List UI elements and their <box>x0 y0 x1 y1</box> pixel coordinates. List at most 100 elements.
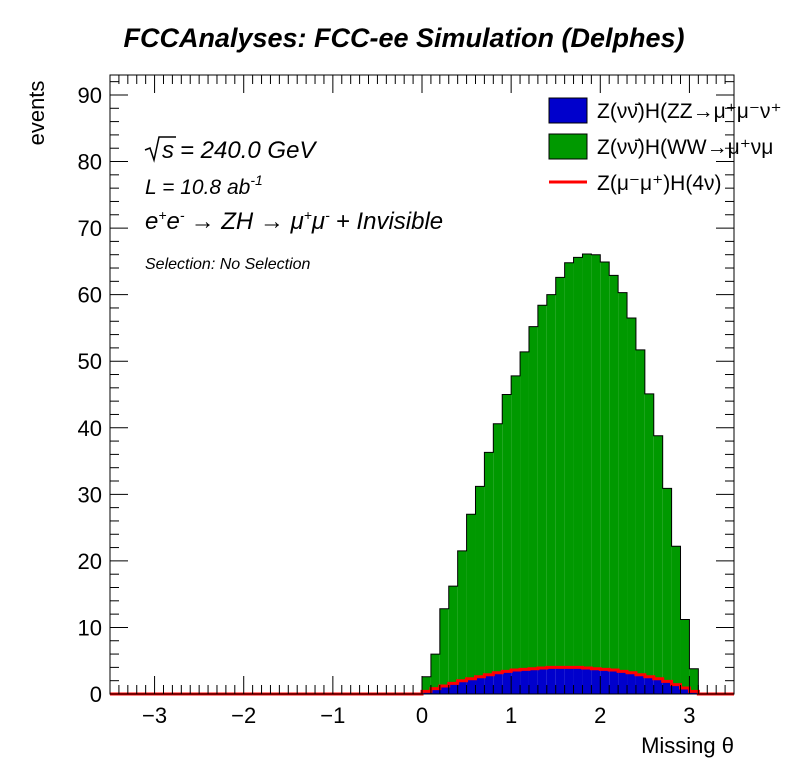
y-tick-label: 10 <box>78 615 102 640</box>
bar-ww-bin <box>600 262 610 670</box>
bar-zz-bin <box>555 667 565 694</box>
energy-label: = 240.0 GeV <box>180 137 317 164</box>
bar-ww-bin <box>591 254 601 669</box>
legend-label-signal: Z(μ⁻μ⁺)H(4ν) <box>597 172 722 195</box>
bar-zz-bin <box>591 668 601 694</box>
annotation-block: s = 240.0 GeV L = 10.8 ab-1 e+e- → ZH → μ… <box>144 136 443 273</box>
lumi-exponent: -1 <box>250 172 262 188</box>
process-mu-minus: μ <box>311 208 325 235</box>
legend: Z(νν̄)H(ZZ→μ⁺μ⁻ν⁺ Z(νν̄)H(WW→μ⁺νμ Z(μ⁻μ⁺… <box>548 97 782 195</box>
y-tick-label: 0 <box>90 682 102 707</box>
bar-zz-bin <box>680 688 690 694</box>
y-tick-label: 80 <box>78 150 102 175</box>
series-line-signal <box>110 665 734 696</box>
bar-zz-bin <box>609 670 619 694</box>
y-tick-label: 60 <box>78 283 102 308</box>
bar-zz-bin <box>502 671 512 694</box>
bar-zz-bin <box>662 681 672 694</box>
bar-ww-bin <box>475 486 485 677</box>
sqrt-s-symbol: s <box>162 137 174 164</box>
bar-zz-bin <box>671 684 681 694</box>
legend-swatch-ww <box>548 133 588 160</box>
process-e-plus: e <box>145 208 158 235</box>
bar-ww-bin <box>689 668 699 692</box>
bar-ww-bin <box>555 277 565 668</box>
bar-ww-bin <box>635 349 645 675</box>
y-axis-label: events <box>24 81 49 146</box>
process-zh: → ZH → μ <box>191 208 304 235</box>
y-tick-label: 50 <box>78 349 102 374</box>
process-label: e+e- → ZH → μ+μ- + Invisible <box>145 207 443 235</box>
bar-zz-bin <box>466 678 476 694</box>
bar-ww-bin <box>537 305 547 669</box>
sqrt-sign <box>144 136 176 163</box>
x-tick-label: −3 <box>142 703 167 728</box>
bar-ww-bin <box>662 488 672 682</box>
bar-ww-bin <box>520 351 529 670</box>
bar-zz-bin <box>511 670 521 694</box>
process-e-minus: e <box>167 208 180 235</box>
bar-ww-bin <box>511 375 521 671</box>
legend-label-zz: Z(νν̄)H(ZZ→μ⁺μ⁻ν⁺ <box>597 100 782 123</box>
sup-plus-1: + <box>158 207 166 223</box>
bar-ww-bin <box>493 423 503 673</box>
bar-ww-bin <box>644 393 654 677</box>
x-tick-label: 2 <box>594 703 606 728</box>
bar-zz-bin <box>457 680 467 694</box>
sup-minus-2: - <box>325 207 330 223</box>
bar-ww-bin <box>502 394 512 672</box>
y-tick-label: 20 <box>78 549 102 574</box>
bar-ww-bin <box>680 619 690 689</box>
bar-zz-bin <box>635 674 645 694</box>
bar-ww-bin <box>484 452 494 675</box>
bar-zz-bin <box>564 667 574 694</box>
x-tick-label: 0 <box>416 703 428 728</box>
bar-zz-bin <box>582 668 592 694</box>
bar-ww-bin <box>671 546 681 685</box>
bar-zz-bin <box>439 686 449 694</box>
y-tick-label: 40 <box>78 416 102 441</box>
bar-ww-bin <box>422 676 431 692</box>
bar-zz-bin <box>528 668 538 694</box>
bar-zz-bin <box>644 676 654 694</box>
bar-ww-bin <box>582 254 592 669</box>
axes-frame <box>109 74 735 695</box>
bar-zz-bin <box>627 672 636 694</box>
chart-title: FCCAnalyses: FCC-ee Simulation (Delphes) <box>123 23 684 53</box>
bar-ww-bin <box>618 292 628 672</box>
bar-ww-bin <box>448 586 458 684</box>
x-tick-label: −2 <box>231 703 256 728</box>
y-tick-label: 30 <box>78 482 102 507</box>
bar-zz-bin <box>484 674 494 694</box>
bar-zz-bin <box>618 671 628 694</box>
y-tick-label: 70 <box>78 216 102 241</box>
x-axis-label: Missing θ <box>641 733 734 758</box>
bar-zz-bin <box>475 676 485 694</box>
bar-zz-bin <box>493 672 503 694</box>
legend-label-ww: Z(νν̄)H(WW→μ⁺νμ <box>597 136 773 159</box>
bar-zz-bin <box>537 668 547 694</box>
stack-outline <box>421 253 699 694</box>
x-tick-label: 1 <box>505 703 517 728</box>
sup-minus-1: - <box>180 207 185 223</box>
data-layer <box>110 253 734 696</box>
bar-zz-bin <box>520 669 529 694</box>
bar-ww-bin <box>573 257 583 668</box>
bar-zz-bin <box>653 678 663 694</box>
lumi-label: L = 10.8 ab-1 <box>145 172 263 199</box>
x-tick-label: −1 <box>320 703 345 728</box>
bar-ww-bin <box>627 317 636 673</box>
y-tick-label: 90 <box>78 83 102 108</box>
bar-zz-bin <box>546 667 556 694</box>
bar-ww-bin <box>466 514 476 679</box>
x-tick-label: 3 <box>683 703 695 728</box>
bar-ww-bin <box>528 326 538 669</box>
selection-label: Selection: No Selection <box>145 256 311 273</box>
bar-zz-bin <box>430 688 440 694</box>
bar-ww-bin <box>457 550 467 681</box>
bar-zz-bin <box>573 667 583 694</box>
legend-swatch-zz <box>548 97 588 124</box>
bar-ww-bin <box>439 608 449 687</box>
